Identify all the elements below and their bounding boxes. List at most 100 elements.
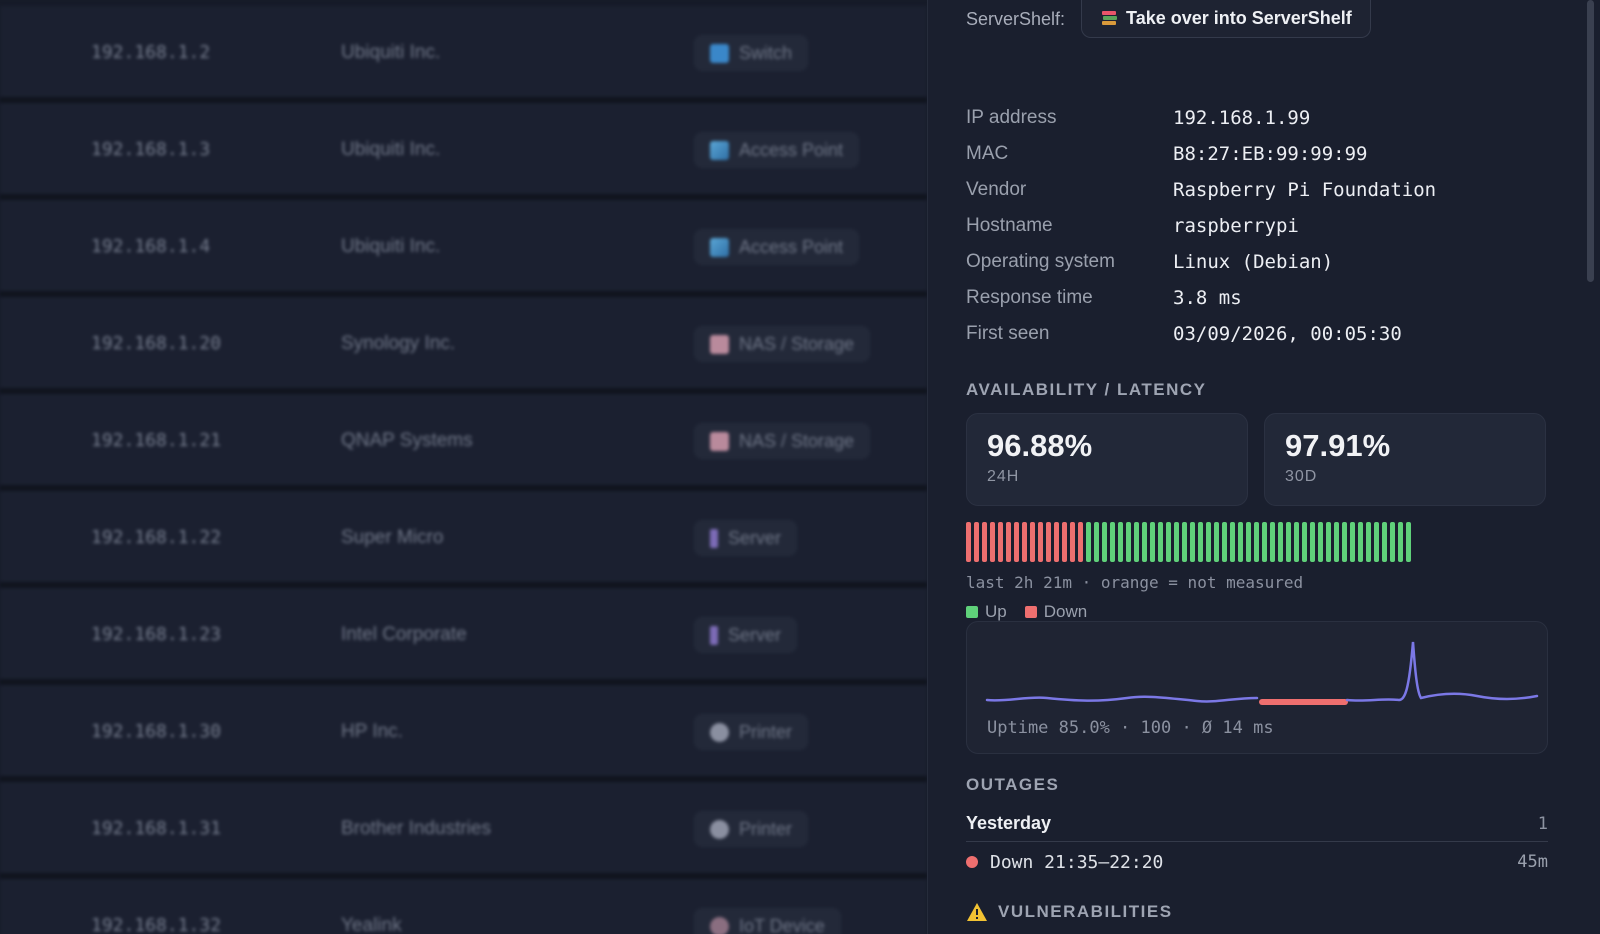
- device-vendor: Brother Industries: [341, 818, 491, 839]
- device-vendor: Intel Corporate: [341, 624, 467, 645]
- device-row[interactable]: 192.168.1.23 Intel Corporate Server: [0, 588, 927, 685]
- device-row[interactable]: 192.168.1.21 QNAP Systems NAS / Storage: [0, 394, 927, 491]
- device-vendor: Super Micro: [341, 527, 444, 548]
- stat-value-24h: 96.88%: [987, 428, 1093, 463]
- status-bar-down: [1014, 522, 1019, 562]
- info-key: Response time: [966, 287, 1093, 308]
- nas-icon: [710, 431, 729, 451]
- status-bars-caption: last 2h 21m · orange = not measured: [966, 573, 1304, 592]
- status-bar-up: [1246, 522, 1251, 562]
- status-bar-down: [966, 522, 971, 562]
- printer-icon: [710, 819, 729, 839]
- status-legend: Up Down: [966, 602, 1087, 622]
- legend-swatch-down: [1024, 606, 1037, 618]
- info-row: Response time 3.8 ms: [966, 280, 1436, 316]
- status-bar-up: [1326, 522, 1331, 562]
- panel-scrollbar[interactable]: [1587, 0, 1594, 282]
- server-icon: [710, 528, 718, 548]
- outage-group-count: 1: [1537, 813, 1548, 834]
- device-row[interactable]: 192.168.1.30 HP Inc. Printer: [0, 685, 927, 782]
- status-bar-up: [1398, 522, 1403, 562]
- status-bar-up: [1358, 522, 1363, 562]
- status-bar-up: [1334, 522, 1339, 562]
- status-bar-up: [1286, 522, 1291, 562]
- down-status-dot-icon: [966, 856, 978, 868]
- switch-icon: [710, 43, 729, 63]
- device-row[interactable]: 192.168.1.2 Ubiquiti Inc. Switch: [0, 6, 927, 103]
- device-type-badge: NAS / Storage: [694, 326, 871, 362]
- status-bar-up: [1166, 522, 1171, 562]
- server-icon: [710, 625, 718, 645]
- status-bar-up: [1302, 522, 1307, 562]
- take-over-servershelf-button[interactable]: Take over into ServerShelf: [1081, 0, 1371, 38]
- device-vendor: Ubiquiti Inc.: [341, 42, 441, 63]
- status-bar-down: [1078, 522, 1083, 562]
- info-value: Raspberry Pi Foundation: [1173, 179, 1437, 201]
- latency-chart-card: Uptime 85.0% · 100 · Ø 14 ms: [966, 621, 1548, 754]
- status-bar-up: [1214, 522, 1219, 562]
- status-bar-down: [1030, 522, 1035, 562]
- device-vendor: QNAP Systems: [341, 430, 473, 451]
- device-ip: 192.168.1.23: [91, 624, 222, 645]
- status-bar-down: [974, 522, 979, 562]
- status-bar-up: [1262, 522, 1267, 562]
- device-row[interactable]: 192.168.1.3 Ubiquiti Inc. Access Point: [0, 103, 927, 200]
- status-bar-up: [1310, 522, 1315, 562]
- device-ip: 192.168.1.3: [91, 139, 211, 160]
- printer-icon: [710, 722, 729, 742]
- legend-label-up: Up: [985, 602, 1007, 621]
- status-bar-down: [1022, 522, 1027, 562]
- device-type-badge: Printer: [694, 714, 809, 750]
- device-type-label: Server: [728, 624, 782, 645]
- info-key: Hostname: [966, 215, 1053, 236]
- device-row[interactable]: 192.168.1.32 Yealink IoT Device: [0, 879, 927, 934]
- panel-divider: [927, 0, 928, 934]
- info-value: 03/09/2026, 00:05:30: [1173, 323, 1402, 345]
- device-type-label: Server: [728, 527, 782, 548]
- status-bar-down: [998, 522, 1003, 562]
- status-bar-up: [1134, 522, 1139, 562]
- device-row[interactable]: 192.168.1.31 Brother Industries Printer: [0, 782, 927, 879]
- info-value: 192.168.1.99: [1173, 107, 1311, 129]
- device-type-label: NAS / Storage: [739, 333, 855, 354]
- device-vendor: Synology Inc.: [341, 333, 456, 354]
- status-bar-up: [1150, 522, 1155, 562]
- device-ip: 192.168.1.30: [91, 721, 222, 742]
- device-row[interactable]: 192.168.1.4 Ubiquiti Inc. Access Point: [0, 200, 927, 297]
- device-vendor: Ubiquiti Inc.: [341, 236, 441, 257]
- device-list: 192.168.1.2 Ubiquiti Inc. Switch 192.168.1.…: [0, 6, 927, 934]
- status-bar-up: [1318, 522, 1323, 562]
- outage-item: Down 21:35–22:20 45m: [966, 850, 1548, 874]
- device-type-label: Access Point: [739, 236, 844, 257]
- device-vendor: HP Inc.: [341, 721, 403, 742]
- device-type-badge: Server: [694, 520, 798, 556]
- status-bar-up: [1294, 522, 1299, 562]
- status-bar-down: [982, 522, 987, 562]
- status-bar-up: [1238, 522, 1243, 562]
- info-value: B8:27:EB:99:99:99: [1173, 143, 1368, 165]
- device-ip: 192.168.1.20: [91, 333, 222, 354]
- status-bar-up: [1406, 522, 1411, 562]
- device-info-table: IP address 192.168.1.99 MAC B8:27:EB:99:99:…: [966, 100, 1436, 352]
- status-bar-up: [1222, 522, 1227, 562]
- info-key: MAC: [966, 143, 1009, 164]
- device-ip: 192.168.1.22: [91, 527, 222, 548]
- servershelf-label: ServerShelf:: [966, 8, 1066, 29]
- status-bars: [966, 522, 1411, 562]
- status-bar-up: [1158, 522, 1163, 562]
- status-bar-down: [1006, 522, 1011, 562]
- info-row: MAC B8:27:EB:99:99:99: [966, 136, 1436, 172]
- device-type-badge: Access Point: [694, 229, 860, 265]
- status-bar-down: [1046, 522, 1051, 562]
- device-type-label: Printer: [739, 818, 793, 839]
- device-type-label: IoT Device: [739, 915, 825, 934]
- device-row[interactable]: 192.168.1.22 Super Micro Server: [0, 491, 927, 588]
- device-type-badge: Printer: [694, 811, 809, 847]
- device-row[interactable]: 192.168.1.20 Synology Inc. NAS / Storage: [0, 297, 927, 394]
- info-value: Linux (Debian): [1173, 251, 1334, 273]
- vulnerabilities-header: VULNERABILITIES: [966, 902, 1173, 922]
- device-type-badge: Server: [694, 617, 798, 653]
- latency-caption: Uptime 85.0% · 100 · Ø 14 ms: [987, 718, 1274, 738]
- stat-label-24h: 24H: [987, 468, 1020, 485]
- availability-title: AVAILABILITY / LATENCY: [966, 380, 1207, 399]
